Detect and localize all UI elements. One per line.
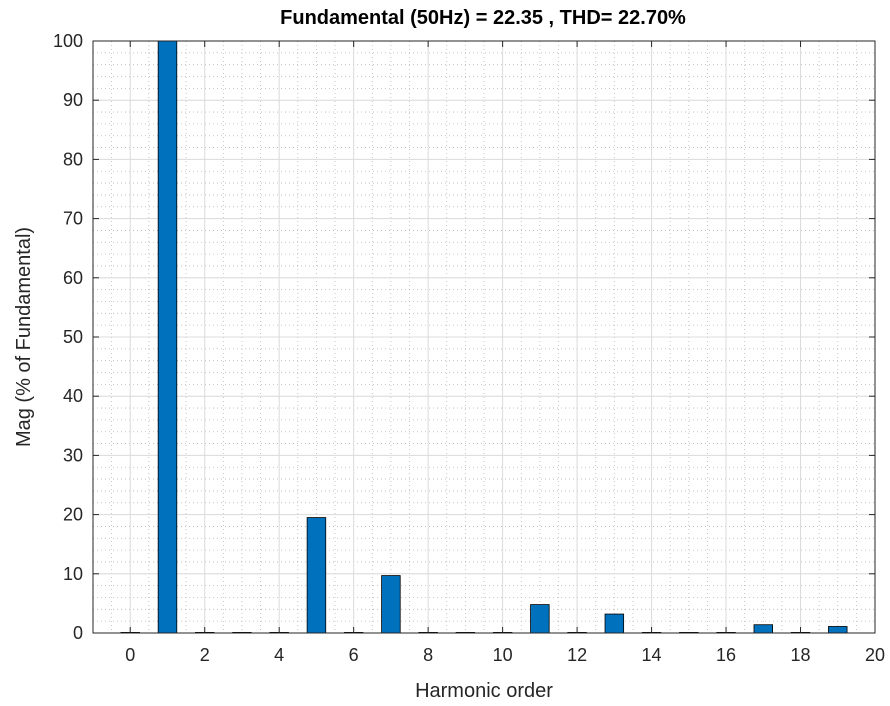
y-tick-label: 90 [63,90,83,110]
bar-harmonic-19 [828,626,848,634]
y-tick-label: 0 [73,623,83,643]
y-tick-label: 50 [63,327,83,347]
y-tick-label: 80 [63,149,83,169]
bar-harmonic-7 [381,575,401,634]
bar-harmonic-17 [753,624,773,634]
x-tick-label: 14 [642,645,662,665]
y-tick-label: 100 [53,31,83,51]
x-tick-label: 16 [716,645,736,665]
bar-harmonic-13 [604,613,625,634]
x-tick-label: 6 [349,645,359,665]
y-tick-label: 20 [63,505,83,525]
y-tick-label: 70 [63,209,83,229]
x-tick-label: 4 [274,645,284,665]
bar-harmonic-5 [306,517,327,634]
bar-harmonic-1 [157,40,178,634]
chart-title: Fundamental (50Hz) = 22.35 , THD= 22.70% [280,7,686,29]
x-tick-label: 12 [567,645,587,665]
y-tick-label: 60 [63,268,83,288]
x-tick-label: 18 [791,645,811,665]
y-tick-label: 40 [63,386,83,406]
bar-harmonic-11 [530,604,550,634]
y-tick-label: 30 [63,445,83,465]
x-tick-label: 10 [493,645,513,665]
y-axis-label: Mag (% of Fundamental) [13,227,35,447]
x-axis-label: Harmonic order [415,680,553,702]
x-tick-label: 20 [865,645,885,665]
y-tick-label: 10 [63,564,83,584]
x-tick-label: 0 [125,645,135,665]
x-tick-label: 2 [200,645,210,665]
y-axis-ticks: 0 10 20 30 40 50 60 70 80 90 100 [53,31,875,643]
x-tick-label: 8 [423,645,433,665]
x-axis-ticks: 0 2 4 6 8 10 12 14 16 18 20 [125,41,885,665]
